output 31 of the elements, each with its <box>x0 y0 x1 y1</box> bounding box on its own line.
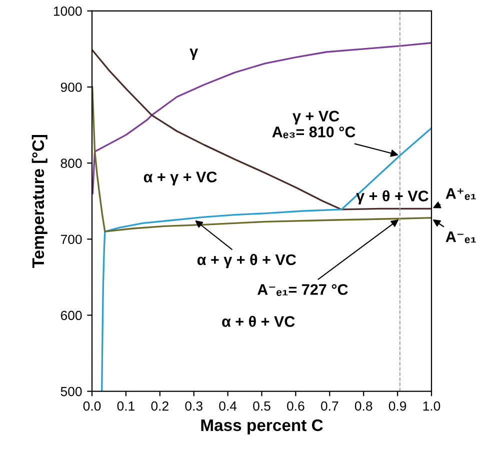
y-tick-label: 700 <box>60 234 82 244</box>
y-tick-label: 800 <box>60 158 82 168</box>
annotation: α + γ + VC <box>144 172 217 186</box>
annotation: A⁻ₑ₁= 727 °C <box>257 284 348 296</box>
x-axis-title: Mass percent C <box>201 419 323 434</box>
y-tick-label: 900 <box>60 82 82 92</box>
y-axis-title: Temperature [°C] <box>32 134 48 268</box>
x-tick-label: 0.6 <box>287 401 304 411</box>
annotation: α + θ + VC <box>222 316 295 327</box>
x-tick-label: 0.0 <box>83 401 101 411</box>
x-tick-label: 0.8 <box>354 401 372 411</box>
annotation: A⁻ₑ₁ <box>446 231 476 244</box>
y-tick-label: 600 <box>60 310 82 320</box>
x-tick-label: 0.2 <box>151 401 168 411</box>
annotation: γ + VC <box>292 110 340 125</box>
annotation: Aₑ₃= 810 °C <box>272 126 356 138</box>
x-tick-label: 1.0 <box>423 401 440 411</box>
annotation: γ + θ + VC <box>356 190 428 204</box>
x-tick-label: 0.7 <box>320 401 338 411</box>
x-tick-label: 0.1 <box>117 401 134 411</box>
line-series <box>101 127 432 392</box>
annotation: A⁺ₑ₁ <box>446 188 476 200</box>
y-tick-label: 500 <box>60 386 82 396</box>
y-tick-label: 1000 <box>54 6 82 16</box>
x-tick-label: 0.5 <box>253 401 270 411</box>
x-tick-label: 0.3 <box>185 401 202 411</box>
x-tick-label: 0.4 <box>219 401 237 411</box>
x-tick-label: 0.9 <box>388 401 406 411</box>
annotation: α + γ + θ + VC <box>197 254 296 268</box>
line-series <box>92 86 432 232</box>
annotation: γ <box>190 48 198 60</box>
